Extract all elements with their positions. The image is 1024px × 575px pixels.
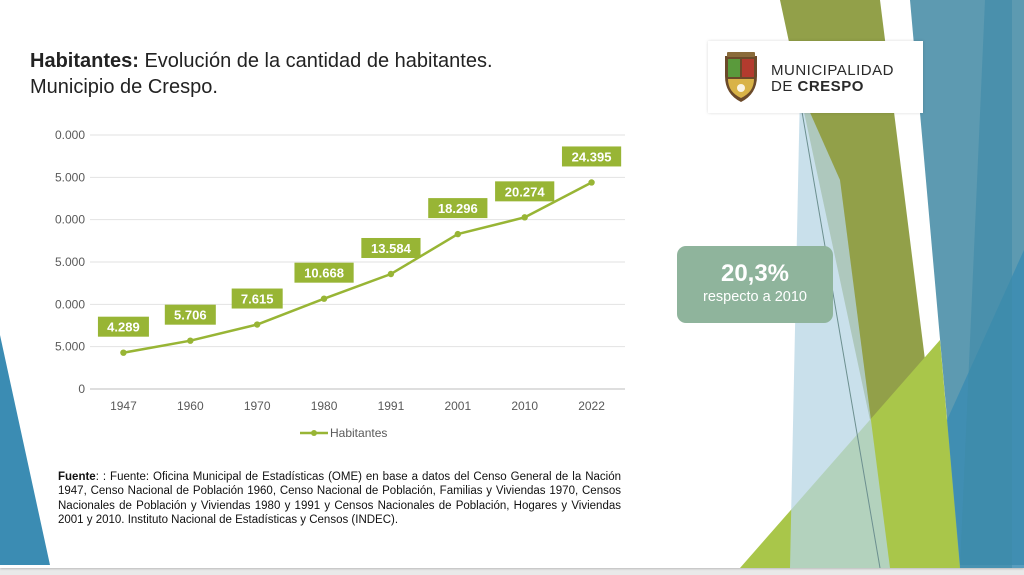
deco-thin-line	[799, 99, 881, 568]
data-label-box	[428, 198, 488, 219]
logo-line1: MUNICIPALIDAD	[771, 62, 894, 79]
data-label: 18.296	[438, 201, 478, 216]
y-tick-label: 30.000	[55, 128, 85, 142]
data-label-box	[164, 304, 216, 325]
y-tick-label: 25.000	[55, 170, 85, 184]
crest-icon	[725, 52, 757, 102]
data-label-box	[495, 181, 555, 202]
data-point	[187, 337, 194, 344]
data-label-box	[294, 262, 354, 283]
title-bold: Habitantes:	[30, 50, 139, 72]
data-label: 7.615	[241, 292, 274, 307]
title-line1: Evolución de la cantidad de habitantes.	[144, 50, 493, 72]
x-tick-label: 2001	[444, 399, 471, 413]
logo-text: MUNICIPALIDAD DE CRESPO	[771, 63, 894, 95]
x-tick-label: 1980	[311, 399, 338, 413]
data-label: 5.706	[174, 308, 207, 323]
data-label-box	[361, 237, 421, 258]
data-label: 24.395	[572, 149, 612, 164]
data-point	[454, 230, 462, 238]
y-tick-label: 10.000	[55, 297, 85, 311]
data-label-box	[561, 146, 622, 167]
data-point	[120, 349, 127, 356]
data-label-box	[231, 288, 283, 309]
source-label: Fuente	[58, 471, 96, 483]
source-text: : : Fuente: Oficina Municipal de Estadís…	[58, 471, 621, 526]
x-tick-label: 2010	[511, 399, 538, 413]
x-tick-label: 1991	[378, 399, 405, 413]
y-tick-label: 15.000	[55, 255, 85, 269]
badge-caption: respecto a 2010	[703, 289, 807, 305]
legend-marker	[311, 430, 317, 436]
logo: MUNICIPALIDAD DE CRESPO	[708, 41, 923, 113]
deco-teal-shard	[960, 0, 1012, 568]
x-tick-label: 1970	[244, 399, 271, 413]
legend-label: Habitantes	[330, 426, 387, 440]
y-tick-label: 0	[78, 382, 85, 396]
y-tick-label: 5.000	[55, 340, 85, 354]
data-label-box	[97, 316, 149, 337]
data-point	[253, 321, 261, 328]
x-tick-label: 1947	[110, 399, 137, 413]
y-tick-label: 20.000	[55, 213, 85, 227]
title-line2: Municipio de Crespo.	[30, 76, 218, 98]
page-title: Habitantes: Evolución de la cantidad de …	[30, 48, 493, 100]
line-chart: 0 5.000 10.000 15.000 20.000 25.000 30.000 1947…	[55, 128, 625, 440]
logo-line2: DE CRESPO	[771, 78, 864, 95]
x-tick-label: 1960	[177, 399, 204, 413]
series-line-habitantes	[123, 181, 593, 354]
source-note: Fuente: : Fuente: Oficina Municipal de E…	[58, 470, 621, 527]
data-label: 13.584	[371, 241, 412, 256]
badge-value: 20,3%	[720, 260, 790, 287]
deco-blue-left	[0, 335, 50, 565]
data-label: 20.274	[505, 184, 546, 199]
data-label: 4.289	[107, 320, 140, 335]
data-point	[320, 295, 328, 302]
x-tick-label: 2022	[578, 399, 605, 413]
data-point	[588, 179, 595, 186]
deco-light-shard	[790, 90, 890, 568]
data-label: 10.668	[304, 266, 344, 281]
data-point	[521, 214, 528, 221]
data-point	[387, 270, 395, 278]
growth-badge: 20,3% respecto a 2010	[677, 246, 833, 323]
